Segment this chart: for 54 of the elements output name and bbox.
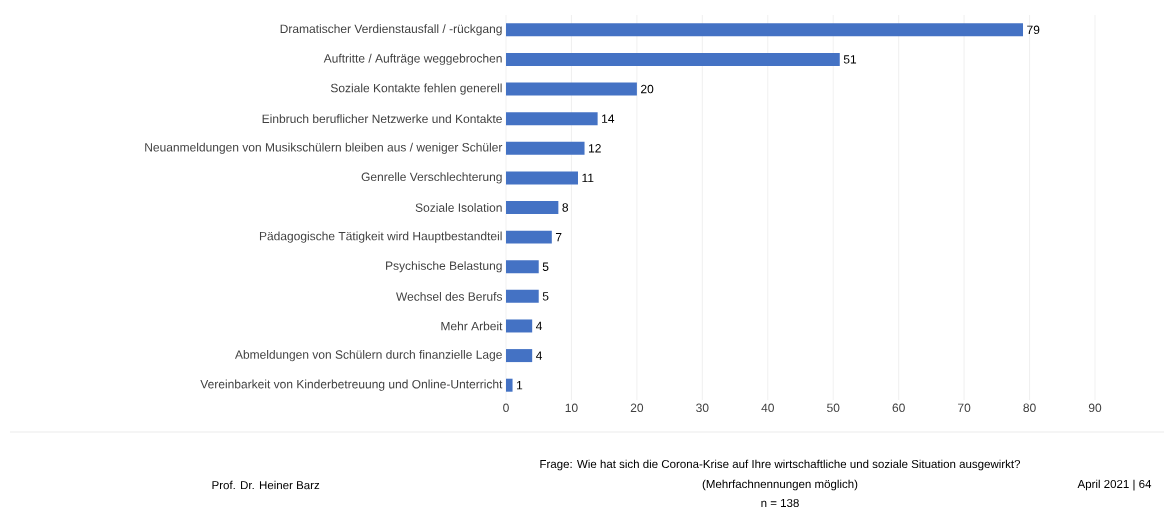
bar [506, 141, 585, 155]
data-label: 5 [542, 262, 549, 271]
data-label: 14 [602, 114, 615, 123]
text: Frage: Wie hat sich die Corona-Krise auf Ihre wirtschaftliche und soziale Situation ausgewirkt? [540, 459, 1021, 471]
data-label: 4 [536, 351, 543, 360]
y-tick-label: Soziale Isolation [415, 203, 502, 212]
bar [506, 319, 533, 333]
y-tick-label: Neuanmeldungen von Musikschülern bleiben aus / weniger Schüler [145, 142, 503, 154]
text: (Mehrfachnennungen möglich) [702, 479, 858, 491]
bar [506, 349, 533, 363]
data-label: 20 [641, 84, 654, 94]
x-tick-label: 10 [565, 403, 578, 413]
x-tick-label: 90 [1088, 403, 1102, 413]
x-tick-label: 70 [958, 403, 971, 413]
y-tick-label: Dramatischer Verdienstausfall / -rückgang [280, 24, 502, 36]
bar [506, 23, 1024, 37]
text: April 2021 | 64 [1077, 479, 1152, 491]
x-tick-label: 30 [696, 403, 709, 413]
y-tick-label: Auftritte / Aufträge weggebrochen [323, 53, 502, 66]
text: n = 138 [761, 498, 799, 508]
text: Prof. Dr. Heiner Barz [212, 480, 320, 490]
y-tick-label: Soziale Kontakte fehlen generell [330, 83, 502, 95]
data-label: 12 [588, 144, 601, 153]
bar [506, 82, 637, 96]
bar [506, 289, 539, 303]
data-label: 79 [1027, 25, 1040, 35]
bar [506, 230, 552, 244]
y-tick-label: Psychische Belastung [386, 261, 502, 273]
data-label: 4 [536, 321, 543, 331]
data-label: 51 [843, 55, 857, 64]
y-tick-label: Genrelle Verschlechterung [361, 172, 502, 184]
bar [506, 112, 598, 126]
y-tick-label: Einbruch beruflicher Netzwerke und Kontakte [262, 114, 502, 124]
y-tick-label: Abmeldungen von Schülern durch finanzielle Lage [234, 350, 502, 362]
y-tick-label: Wechsel des Berufs [396, 291, 503, 301]
y-tick-label: Mehr Arbeit [441, 321, 503, 331]
bar [506, 52, 840, 66]
x-tick-label: 80 [1023, 403, 1036, 413]
bar [506, 260, 539, 274]
x-tick-label: 0 [503, 403, 509, 413]
x-tick-label: 60 [892, 403, 905, 413]
x-tick-label: 40 [761, 403, 774, 413]
data-label: 5 [542, 292, 549, 301]
x-tick-label: 50 [827, 403, 840, 413]
data-label: 1 [516, 381, 523, 390]
bar [506, 378, 513, 392]
y-tick-label: Vereinbarkeit von Kinderbetreuung und Online-Unterricht [200, 379, 503, 391]
data-label: 8 [562, 203, 569, 212]
bar [506, 171, 578, 185]
data-label: 7 [555, 233, 562, 242]
data-label: 11 [582, 173, 594, 183]
y-tick-label: Pädagogische Tätigkeit wird Hauptbestandteil [259, 231, 502, 243]
x-tick-label: 20 [630, 403, 644, 413]
bar [506, 201, 559, 215]
